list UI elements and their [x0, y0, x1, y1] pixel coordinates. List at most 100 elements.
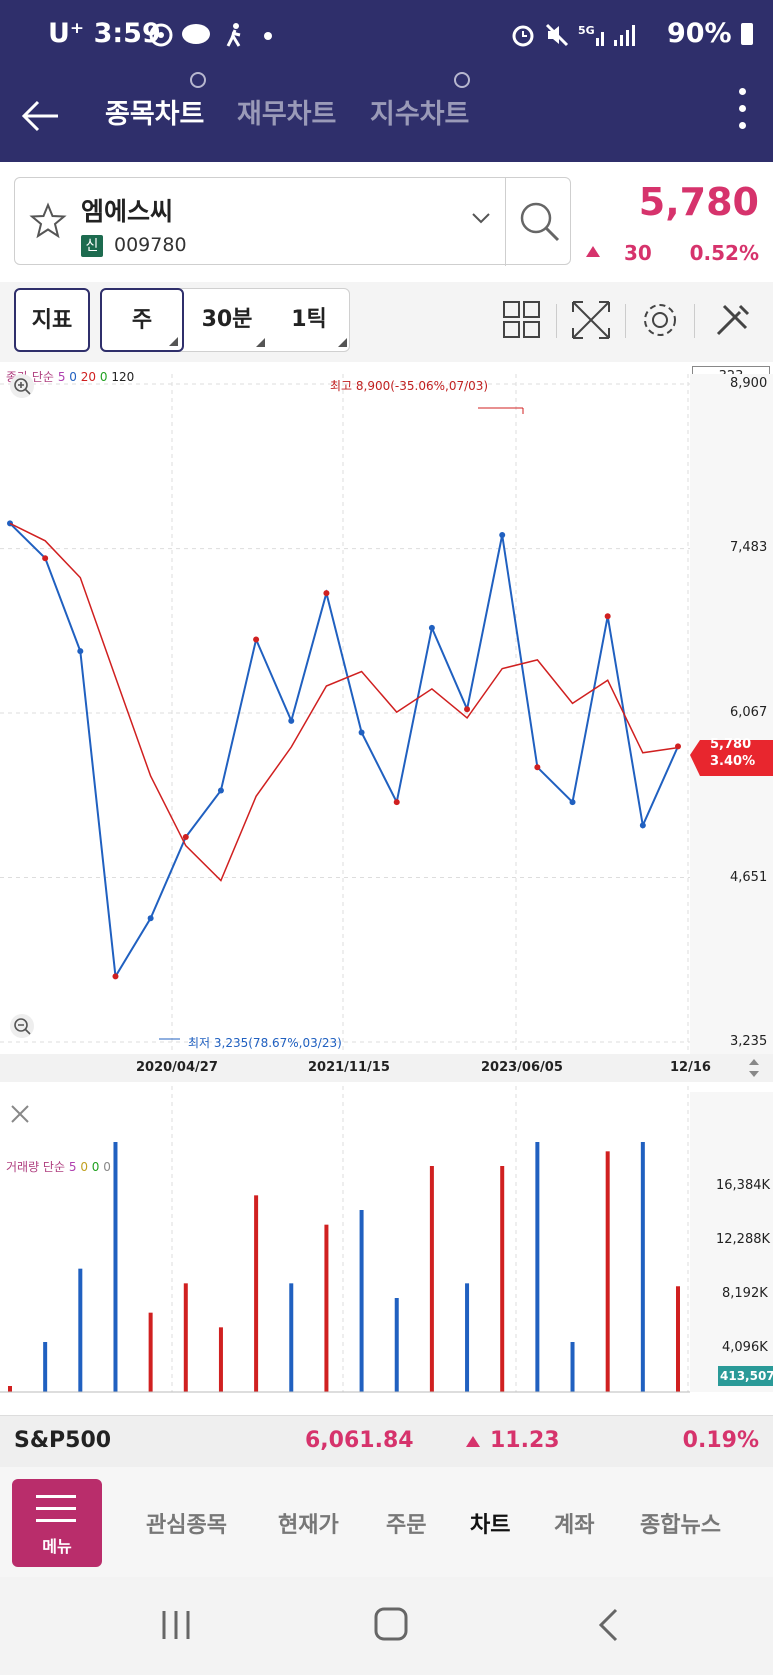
price-lines	[7, 520, 681, 980]
battery-icon	[741, 23, 753, 45]
back-arrow-icon[interactable]	[18, 94, 62, 138]
nav-chart[interactable]: 차트	[470, 1513, 511, 1538]
menu-label: 메뉴	[42, 1537, 72, 1556]
chat-bubble-icon	[182, 24, 210, 44]
indicator-button[interactable]: 지표	[14, 288, 90, 352]
period-week[interactable]: 주	[100, 288, 184, 352]
back-icon[interactable]	[594, 1607, 624, 1643]
volume-bar	[8, 1386, 12, 1392]
volume-tick: 12,288K	[716, 1232, 771, 1247]
price-point	[147, 915, 154, 922]
current-price: 5,780	[638, 180, 759, 224]
volume-bar	[640, 1142, 645, 1392]
price-point	[7, 520, 13, 527]
home-icon[interactable]	[372, 1605, 410, 1643]
legend-ma5: 5	[57, 370, 66, 384]
status-bar: U⁺ 3:59 5G 90%	[0, 0, 773, 72]
nav-watchlist[interactable]: 관심종목	[146, 1513, 227, 1538]
current-price-tag-pct: 3.40%	[710, 754, 756, 769]
price-volume-chart[interactable]	[0, 362, 773, 1422]
bottom-nav: 메뉴 관심종목 현재가 주문 차트 계좌 종합뉴스	[0, 1467, 773, 1577]
app-bar: 종목차트 재무차트 지수차트	[0, 72, 773, 162]
signal-bars-icon	[614, 25, 635, 46]
tab-index-chart[interactable]: 지수차트	[370, 99, 470, 130]
volume-bar	[43, 1342, 48, 1392]
high-label: 최고 8,900(-35.06%,07/03)	[330, 379, 489, 393]
chart-toolbar: 지표 주 30분 1틱	[0, 282, 773, 362]
menu-button[interactable]: 메뉴	[12, 1479, 102, 1567]
pinwheel-icon	[149, 23, 173, 47]
layout-grid-icon[interactable]	[500, 298, 544, 342]
index-ticker-bar[interactable]: S&P500 6,061.84 11.23 0.19%	[0, 1415, 773, 1467]
volume-bar	[148, 1312, 153, 1392]
tab-financial-chart[interactable]: 재무차트	[237, 99, 337, 130]
stock-selector[interactable]: 엠에스씨 신 009780	[14, 177, 572, 266]
volume-bar	[254, 1195, 259, 1392]
svg-text:5G: 5G	[578, 24, 595, 37]
settings-gear-icon[interactable]	[638, 298, 682, 342]
recent-apps-icon[interactable]	[158, 1607, 194, 1643]
volume-bar	[359, 1210, 364, 1392]
nav-current-price[interactable]: 현재가	[278, 1513, 339, 1538]
index-value: 6,061.84	[305, 1428, 414, 1453]
star-icon[interactable]	[29, 202, 67, 240]
date-tick: 2021/11/15	[308, 1060, 390, 1075]
current-volume-tag	[718, 1366, 773, 1386]
date-axis-strip	[0, 1054, 773, 1082]
price-point	[182, 833, 189, 840]
period-30min-label: 30분	[201, 307, 253, 332]
walking-icon	[226, 23, 241, 47]
fullscreen-icon[interactable]	[569, 298, 613, 342]
search-button[interactable]	[505, 178, 572, 266]
stock-code: 009780	[114, 234, 187, 256]
volume-bar	[394, 1298, 399, 1392]
alarm-icon	[512, 25, 534, 47]
search-icon	[520, 202, 560, 242]
battery-level: 90%	[666, 18, 732, 49]
menu-icon-bar	[36, 1519, 76, 1522]
toolbar-divider	[694, 304, 695, 338]
high-marker	[478, 407, 524, 414]
volume-bar	[605, 1151, 610, 1392]
menu-icon-bar	[36, 1507, 76, 1510]
period-1tick[interactable]: 1틱	[267, 289, 351, 351]
stock-name: 엠에스씨	[81, 197, 174, 226]
price-point	[77, 648, 84, 655]
price-point	[428, 624, 435, 631]
carrier-label: U⁺	[48, 18, 85, 49]
nav-account[interactable]: 계좌	[554, 1513, 595, 1538]
price-point	[534, 764, 541, 771]
legend-ma120: 120	[111, 370, 135, 384]
date-tick: 2020/04/27	[136, 1060, 218, 1075]
volume-legend-c: 0	[91, 1160, 100, 1174]
volume-legend: 거래량 단순 5 0 0 0	[6, 1158, 111, 1175]
period-30min[interactable]: 30분	[185, 289, 269, 351]
period-week-label: 주	[131, 308, 153, 333]
volume-tick: 8,192K	[722, 1286, 768, 1301]
moving-average-line	[9, 522, 679, 882]
price-point	[112, 973, 119, 980]
drawing-tools-icon[interactable]	[710, 298, 754, 342]
chevron-down-icon[interactable]	[471, 211, 491, 225]
legend-ma-d: 0	[99, 370, 108, 384]
tab-stock-chart[interactable]: 종목차트	[105, 99, 205, 130]
price-tick: 7,483	[730, 540, 768, 555]
price-point	[217, 787, 224, 794]
price-change-pct: 0.52%	[689, 241, 759, 265]
more-options-icon[interactable]	[739, 88, 749, 140]
price-point	[358, 729, 365, 736]
legend-ma-b: 0	[69, 370, 77, 384]
volume-bar	[218, 1327, 223, 1392]
nav-news[interactable]: 종합뉴스	[640, 1513, 721, 1538]
zoom-in-icon	[10, 374, 34, 398]
volume-tick: 16,384K	[716, 1178, 771, 1193]
current-price-tag	[690, 740, 773, 776]
price-point	[464, 706, 471, 713]
volume-axis-strip	[690, 1092, 773, 1392]
price-point	[288, 717, 295, 724]
nav-order[interactable]: 주문	[386, 1513, 427, 1538]
chart-area[interactable]: 종가 단순 5 0 20 0 120 323 최고 8,900(-35.06%,…	[0, 362, 773, 1422]
price-change: 30	[624, 241, 652, 265]
dot-icon	[264, 32, 272, 40]
price-axis-strip	[690, 374, 773, 1054]
